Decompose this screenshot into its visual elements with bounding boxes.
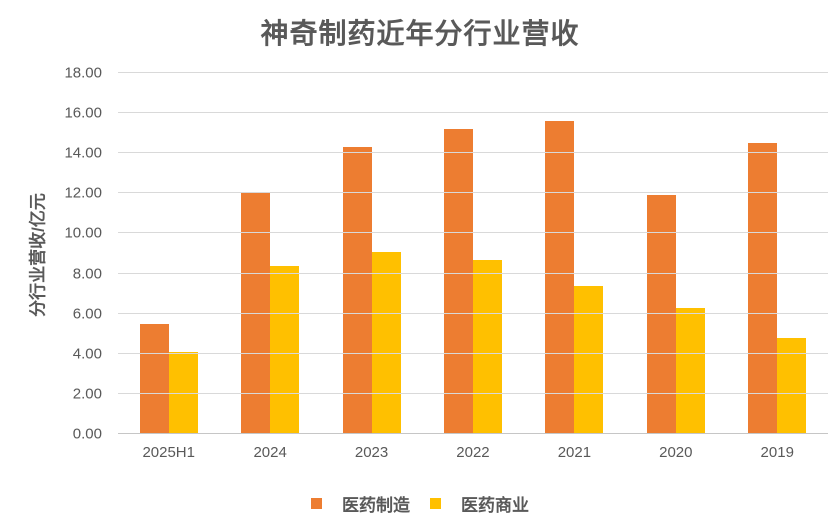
legend-swatch-icon: [430, 498, 441, 509]
legend-label: 医药商业: [461, 496, 529, 515]
y-tick-label: 10.00: [64, 224, 102, 242]
gridline: [118, 72, 828, 73]
bar-group: [118, 73, 219, 434]
y-tick-label: 6.00: [72, 305, 102, 323]
y-tick-label: 0.00: [72, 425, 102, 443]
x-tick-label: 2023: [354, 444, 389, 461]
y-axis-ticks: 0.00 2.00 4.00 6.00 8.00 10.00 12.00 14.00 16.00…: [0, 66, 102, 442]
bar-group: [524, 73, 625, 434]
y-tick-label: 8.00: [72, 265, 102, 283]
bar-manufacturing: [139, 323, 169, 434]
bar-commerce: [675, 307, 705, 434]
gridline: [118, 112, 828, 114]
bar-commerce: [270, 265, 300, 434]
bar-group: [321, 73, 422, 434]
x-tick-label: 2022: [456, 444, 490, 461]
bar-commerce: [371, 251, 401, 434]
x-tick-label: 2025H1: [142, 444, 195, 461]
y-tick-label: 12.00: [64, 184, 102, 202]
chart-title: 神奇制药近年分行业营收: [260, 18, 580, 49]
plot-area: [118, 72, 828, 434]
y-tick-label: 2.00: [72, 385, 102, 403]
legend-swatch-icon: [311, 498, 322, 509]
bar-group: [422, 73, 523, 434]
x-tick-label: 2024: [253, 444, 287, 461]
bar-group: [625, 73, 726, 434]
x-tick-label: 2021: [557, 444, 592, 461]
gridline: [118, 312, 828, 314]
bar-commerce: [574, 285, 604, 434]
y-tick-label: 16.00: [64, 104, 102, 122]
gridline: [118, 392, 828, 394]
bar-manufacturing: [342, 147, 372, 434]
bar-group: [219, 73, 320, 434]
bar-commerce: [472, 259, 502, 434]
legend-entry: 医药商业: [430, 491, 529, 516]
gridline: [118, 232, 828, 234]
y-tick-label: 14.00: [64, 144, 102, 162]
bar-group: [727, 73, 828, 434]
legend-label: 医药制造: [342, 496, 410, 515]
bar-manufacturing: [241, 193, 271, 434]
legend: 医药制造 医药商业: [0, 491, 840, 516]
gridline: [118, 192, 828, 194]
x-axis-ticks: 2025H1 2024 2023 2022 2021 2020 2019: [118, 444, 828, 461]
gridline: [118, 352, 828, 354]
bar-manufacturing: [748, 143, 778, 434]
y-tick-label: 4.00: [72, 345, 102, 363]
y-tick-label: 18.00: [64, 64, 102, 82]
gridline: [118, 272, 828, 274]
bar-manufacturing: [443, 129, 473, 434]
bar-groups: [118, 73, 828, 434]
bar-manufacturing: [545, 121, 575, 434]
bar-manufacturing: [646, 195, 676, 434]
x-tick-label: 2019: [760, 444, 794, 461]
gridline: [118, 152, 828, 154]
x-axis-line: [118, 433, 828, 434]
x-tick-label: 2020: [659, 444, 693, 461]
legend-entry: 医药制造: [311, 491, 410, 516]
